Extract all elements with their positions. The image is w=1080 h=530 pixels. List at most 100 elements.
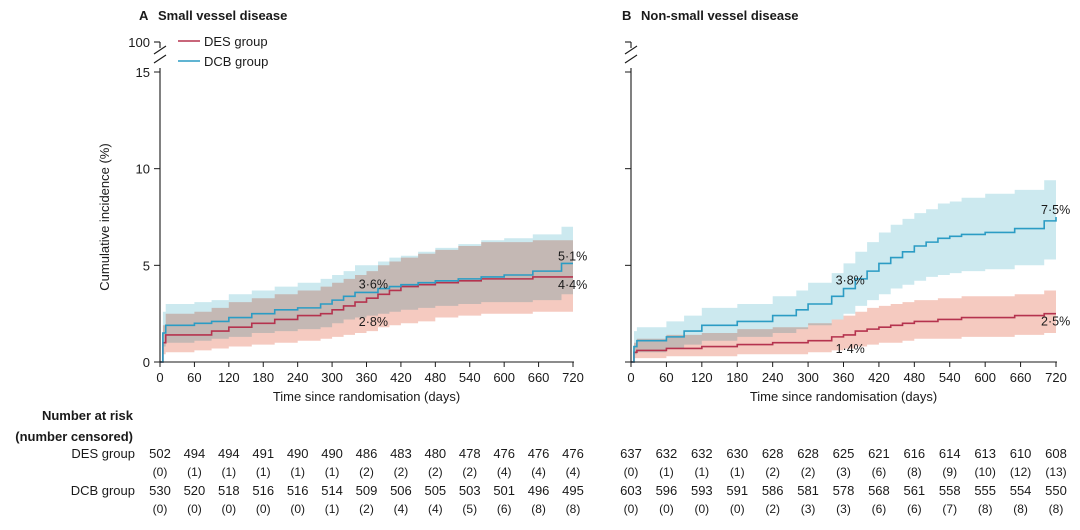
risk-censored: (4) <box>497 465 512 479</box>
risk-censored: (0) <box>694 502 709 516</box>
panel-a-chart: A Small vessel disease 0 60 120 180 240 300 360 4… <box>15 8 587 516</box>
risk-count: 581 <box>797 483 819 498</box>
dcb-confidence-band <box>160 226 573 362</box>
x-tick-label: 540 <box>459 370 481 385</box>
risk-count: 632 <box>691 446 713 461</box>
risk-count: 496 <box>528 483 550 498</box>
risk-table-header: Number at risk <box>42 408 134 423</box>
risk-censored: (4) <box>394 502 409 516</box>
x-tick-label: 300 <box>321 370 343 385</box>
risk-count: 505 <box>424 483 446 498</box>
risk-count: 596 <box>656 483 678 498</box>
annotation-value: 4·4% <box>558 278 587 292</box>
des-curve <box>631 312 1056 363</box>
risk-count: 494 <box>218 446 240 461</box>
risk-count: 494 <box>184 446 206 461</box>
risk-count: 503 <box>459 483 481 498</box>
risk-censored: (8) <box>1049 502 1064 516</box>
risk-censored: (0) <box>153 502 168 516</box>
x-tick-label: 60 <box>659 370 673 385</box>
risk-count: 630 <box>726 446 748 461</box>
risk-count: 506 <box>390 483 412 498</box>
risk-censored: (6) <box>497 502 512 516</box>
risk-table-header-sub: (number censored) <box>15 429 133 444</box>
risk-count: 628 <box>797 446 819 461</box>
x-tick-label: 420 <box>868 370 890 385</box>
risk-count: 578 <box>833 483 855 498</box>
x-tick-label: 0 <box>156 370 163 385</box>
risk-censored: (1) <box>290 465 305 479</box>
risk-censored: (1) <box>659 465 674 479</box>
axis-break-mark <box>153 45 167 55</box>
risk-censored: (1) <box>325 502 340 516</box>
risk-count: 476 <box>493 446 515 461</box>
x-tick-label: 480 <box>424 370 446 385</box>
risk-count: 568 <box>868 483 890 498</box>
risk-censored: (4) <box>566 465 581 479</box>
y-tick-label: 15 <box>136 65 150 80</box>
risk-censored: (6) <box>872 502 887 516</box>
annotation-value: 3·6% <box>359 277 388 291</box>
risk-censored: (8) <box>566 502 581 516</box>
risk-censored: (0) <box>624 502 639 516</box>
risk-count: 478 <box>459 446 481 461</box>
x-tick-label: 180 <box>726 370 748 385</box>
risk-censored: (0) <box>659 502 674 516</box>
risk-censored: (2) <box>428 465 443 479</box>
legend-dcb-label: DCB group <box>204 54 268 69</box>
risk-censored: (1) <box>256 465 271 479</box>
risk-count: 516 <box>252 483 274 498</box>
x-tick-label: 180 <box>252 370 274 385</box>
risk-censored: (6) <box>872 465 887 479</box>
annotation-value: 3·8% <box>836 274 865 288</box>
risk-censored: (8) <box>907 465 922 479</box>
risk-count: 516 <box>287 483 309 498</box>
risk-censored: (2) <box>462 465 477 479</box>
risk-censored: (12) <box>1010 465 1031 479</box>
risk-count: 608 <box>1045 446 1067 461</box>
risk-count: 625 <box>833 446 855 461</box>
x-tick-label: 660 <box>528 370 550 385</box>
risk-count: 490 <box>321 446 343 461</box>
panel-a-letter: A <box>139 8 149 23</box>
risk-count: 591 <box>726 483 748 498</box>
panel-a-title: Small vessel disease <box>158 8 287 23</box>
risk-censored: (0) <box>221 502 236 516</box>
risk-count: 518 <box>218 483 240 498</box>
risk-count: 486 <box>356 446 378 461</box>
risk-censored: (3) <box>836 465 851 479</box>
risk-count: 603 <box>620 483 642 498</box>
risk-count: 628 <box>762 446 784 461</box>
risk-count: 593 <box>691 483 713 498</box>
risk-censored: (7) <box>942 502 957 516</box>
risk-censored: (1) <box>694 465 709 479</box>
des-curve <box>160 276 573 363</box>
risk-censored: (8) <box>978 502 993 516</box>
x-tick-label: 600 <box>974 370 996 385</box>
risk-count: 586 <box>762 483 784 498</box>
risk-censored: (6) <box>907 502 922 516</box>
risk-count: 554 <box>1010 483 1032 498</box>
x-tick-label: 540 <box>939 370 961 385</box>
risk-count: 514 <box>321 483 343 498</box>
risk-censored: (10) <box>974 465 995 479</box>
risk-count: 610 <box>1010 446 1032 461</box>
legend-des-label: DES group <box>204 34 268 49</box>
risk-censored: (0) <box>290 502 305 516</box>
risk-censored: (0) <box>624 465 639 479</box>
x-tick-label: 720 <box>1045 370 1067 385</box>
risk-count: 483 <box>390 446 412 461</box>
panel-b-title: Non-small vessel disease <box>641 8 799 23</box>
x-tick-label: 360 <box>356 370 378 385</box>
risk-censored: (4) <box>428 502 443 516</box>
risk-censored: (2) <box>765 465 780 479</box>
y-tick-label: 5 <box>143 258 150 273</box>
axis-break-mark <box>153 54 167 64</box>
risk-count: 509 <box>356 483 378 498</box>
x-tick-label: 240 <box>762 370 784 385</box>
x-axis-title: Time since randomisation (days) <box>750 389 937 404</box>
risk-count: 614 <box>939 446 961 461</box>
x-tick-label: 300 <box>797 370 819 385</box>
x-tick-label: 120 <box>218 370 240 385</box>
x-tick-label: 60 <box>187 370 201 385</box>
